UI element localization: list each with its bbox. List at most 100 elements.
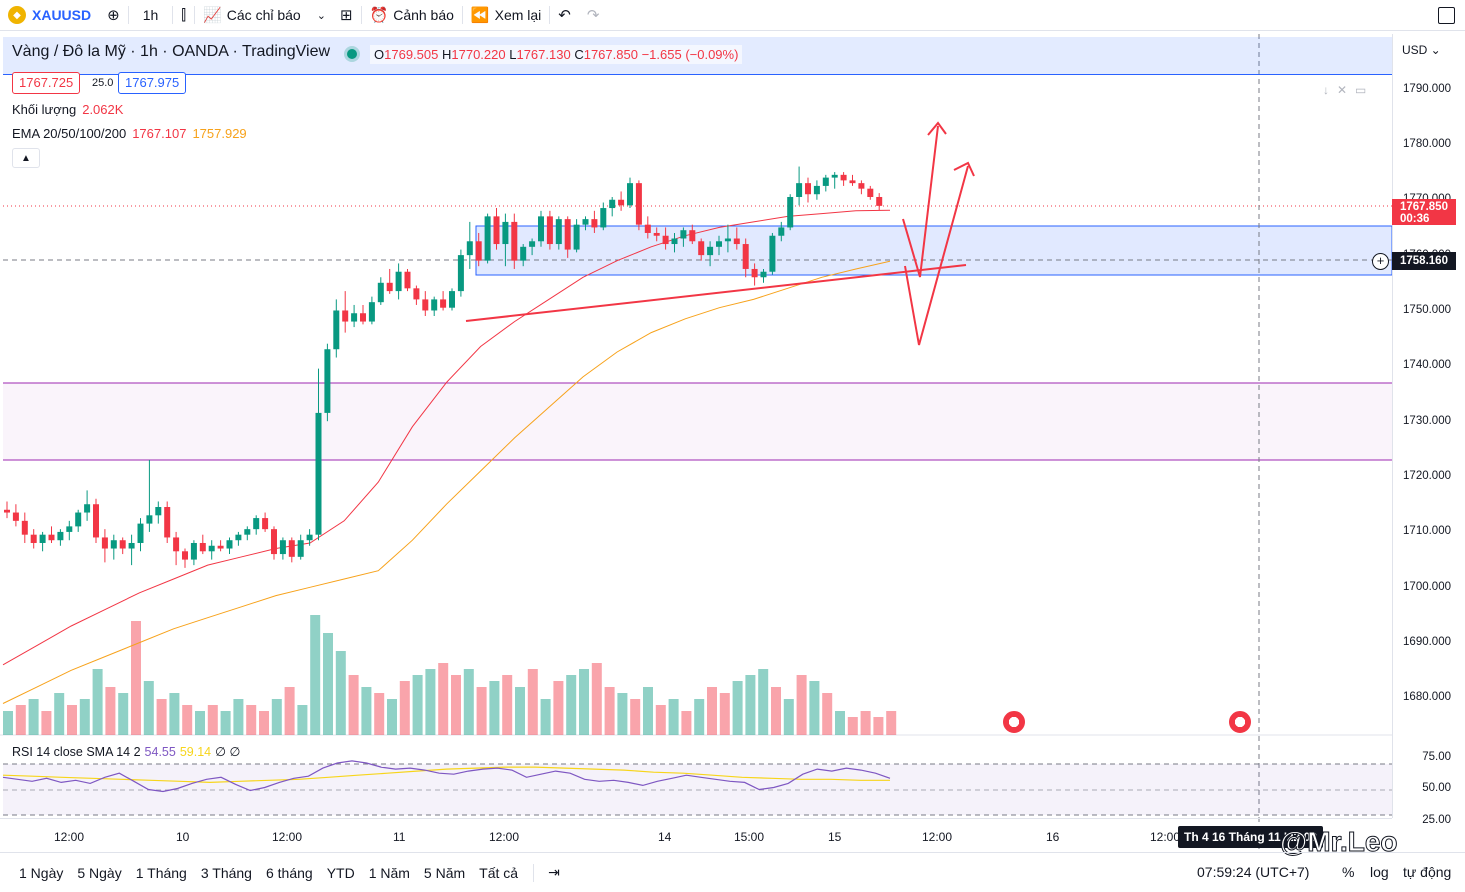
candle-body <box>840 174 847 181</box>
last-price-tag: 1767.850 00:36 <box>1392 199 1456 225</box>
price-chart[interactable] <box>0 34 1392 852</box>
candle-body <box>716 241 722 247</box>
spread-value: 25.0 <box>92 77 114 89</box>
compare-button[interactable]: ⊕ <box>99 0 128 31</box>
ema-legend[interactable]: EMA 20/50/100/200 1767.107 1757.929 <box>12 126 247 141</box>
chart-type-button[interactable]: ⫿ <box>173 0 194 31</box>
log-scale-button[interactable]: log <box>1370 864 1389 880</box>
candle-body <box>279 540 286 555</box>
candle-body <box>564 219 571 250</box>
volume-bar <box>860 711 871 735</box>
range-button[interactable]: 5 Năm <box>423 864 466 881</box>
candle-body <box>475 241 482 261</box>
ask-price-button[interactable]: 1767.975 <box>118 72 187 94</box>
candle-body <box>698 241 705 256</box>
auto-scale-button[interactable]: tự động <box>1403 864 1452 880</box>
candle-body <box>733 238 740 245</box>
volume-bar <box>527 669 538 735</box>
candle-body <box>119 540 126 549</box>
candle-body <box>182 551 188 560</box>
volume-bar <box>540 699 551 735</box>
clock[interactable]: 07:59:24 (UTC+7) <box>1197 864 1310 880</box>
price-tick-label: 1740.000 <box>1403 359 1451 371</box>
volume-bar <box>41 711 52 735</box>
symbol-search[interactable]: ◆ XAUUSD <box>0 0 99 31</box>
volume-legend[interactable]: Khối lượng 2.062K <box>12 102 123 117</box>
undo-button[interactable]: ↶ <box>550 0 579 31</box>
ema-value-1: 1767.107 <box>132 126 187 141</box>
alerts-button[interactable]: ⏰ Cảnh báo <box>362 0 462 31</box>
crosshair-time-label: Th 4 16 Tháng 11 '22 03 <box>1178 826 1323 848</box>
bottom-bar: 1 Ngày 5 Ngày 1 Tháng 3 Tháng 6 tháng YTD 1 Nă… <box>0 852 1465 892</box>
volume-bar <box>169 693 180 735</box>
candle-body <box>849 180 856 184</box>
price-tick-label: 1750.000 <box>1403 304 1451 316</box>
bearish-bullish-path-2[interactable] <box>904 165 969 346</box>
bid-price-button[interactable]: 1767.725 <box>12 72 81 94</box>
toolbar-divider <box>172 6 174 24</box>
candle-body <box>546 216 553 245</box>
bullish-arrow-path-1[interactable] <box>902 125 939 278</box>
time-tick-label: 12:00 <box>54 830 85 844</box>
time-axis[interactable]: 12:00 10 12:00 11 12:00 14 15:00 15 12:00 16 12:00 <box>0 818 1392 852</box>
support-zone[interactable] <box>3 383 1392 460</box>
volume-bar <box>271 699 282 735</box>
ohlc-change: −1.655 (−0.09%) <box>641 47 739 62</box>
range-button[interactable]: 1 Tháng <box>135 864 187 881</box>
candle-body <box>813 185 820 195</box>
fullscreen-button[interactable] <box>1438 7 1455 24</box>
range-button[interactable]: 1 Năm <box>368 864 410 881</box>
candle-body <box>84 504 91 513</box>
legend-controls[interactable]: ↓✕▭ <box>1323 83 1375 97</box>
templates-button[interactable]: ⌄ ⊞ <box>309 0 361 31</box>
price-tick-label: 1700.000 <box>1403 581 1451 593</box>
range-button[interactable]: 6 tháng <box>265 864 313 881</box>
candle-body <box>769 235 776 272</box>
candle-body <box>742 244 749 269</box>
currency-button[interactable]: USD ⌄ <box>1402 43 1441 57</box>
time-tick-label: 12:00 <box>922 830 953 844</box>
candle-body <box>662 235 669 245</box>
us-flag-event-icon[interactable] <box>1229 711 1251 733</box>
rsi-tick-label: 75.00 <box>1422 751 1451 763</box>
range-button[interactable]: YTD <box>326 864 355 881</box>
candle-body <box>422 299 429 311</box>
percent-scale-button[interactable]: % <box>1342 864 1355 880</box>
candle-body <box>342 310 349 322</box>
volume-bar <box>387 699 397 735</box>
us-flag-event-icon[interactable] <box>1003 711 1025 733</box>
replay-button[interactable]: ⏪ Xem lại <box>463 0 549 31</box>
volume-bar <box>361 687 372 735</box>
range-button[interactable]: 3 Tháng <box>200 864 252 881</box>
arrow-head-1 <box>927 121 947 136</box>
candle-body <box>635 183 642 225</box>
candle-body <box>57 531 64 541</box>
range-button[interactable]: 1 Ngày <box>19 864 64 881</box>
ema-lines <box>2 209 891 704</box>
interval-button[interactable]: 1h <box>129 0 173 31</box>
candle-body <box>653 232 660 236</box>
volume-bar <box>617 693 628 735</box>
candle-body <box>333 310 340 350</box>
candle-body <box>395 271 402 292</box>
volume-bar <box>399 681 410 735</box>
trendline-drawing[interactable] <box>465 264 967 322</box>
add-alert-plus-icon[interactable]: + <box>1372 253 1389 270</box>
volume-bar <box>809 681 820 735</box>
candle-body <box>155 507 162 516</box>
candle-body <box>502 221 509 245</box>
range-button[interactable]: Tất cả <box>479 864 519 881</box>
redo-button[interactable]: ↷ <box>579 0 608 31</box>
candle-body <box>529 241 536 247</box>
candle-body <box>386 282 393 292</box>
indicators-button[interactable]: 📈 Các chỉ báo <box>195 0 309 31</box>
collapse-legend-button[interactable]: ▲ <box>12 148 40 168</box>
candle-body <box>101 537 108 549</box>
candle-body <box>199 542 206 552</box>
volume-bar <box>579 669 589 735</box>
date-range-icon[interactable]: ⇥ <box>548 864 560 880</box>
candle-body <box>315 412 322 535</box>
range-button[interactable]: 5 Ngày <box>77 864 122 881</box>
rsi-legend[interactable]: RSI 14 close SMA 14 2 54.55 59.14 ∅ ∅ <box>12 744 240 759</box>
price-scale[interactable]: 1790.0001780.0001770.0001760.0001750.000… <box>1392 34 1465 826</box>
